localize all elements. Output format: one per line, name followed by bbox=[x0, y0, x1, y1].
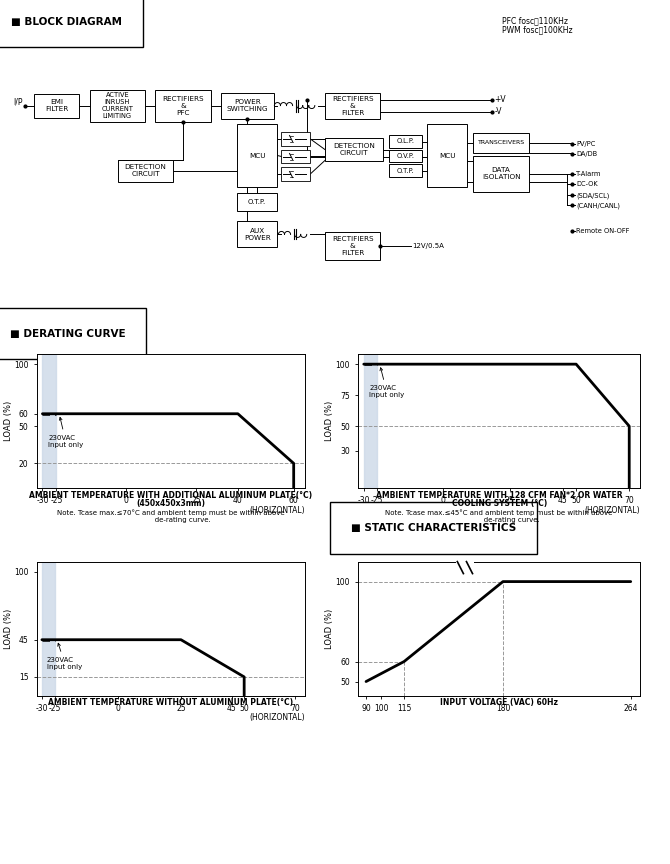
Text: POWER
SWITCHING: POWER SWITCHING bbox=[227, 99, 269, 112]
Text: -V: -V bbox=[494, 107, 502, 116]
Bar bbox=[34, 93, 80, 118]
Text: RECTIFIERS
&
FILTER: RECTIFIERS & FILTER bbox=[332, 96, 373, 116]
Bar bbox=[427, 124, 468, 187]
Text: DETECTION
CIRCUIT: DETECTION CIRCUIT bbox=[333, 143, 375, 156]
Text: 230VAC
Input only: 230VAC Input only bbox=[369, 368, 404, 398]
Text: PWM fosc：100KHz: PWM fosc：100KHz bbox=[502, 26, 572, 35]
Text: DA/DB: DA/DB bbox=[576, 150, 598, 156]
Text: TRANSCEIVERS: TRANSCEIVERS bbox=[478, 140, 525, 145]
Text: ■ BLOCK DIAGRAM: ■ BLOCK DIAGRAM bbox=[11, 16, 122, 27]
Text: PV/PC: PV/PC bbox=[576, 141, 596, 147]
Bar bbox=[221, 92, 275, 118]
Text: O.T.P.: O.T.P. bbox=[248, 200, 267, 206]
Bar bbox=[325, 92, 381, 118]
Text: ■ DERATING CURVE: ■ DERATING CURVE bbox=[9, 328, 125, 339]
Bar bbox=[90, 90, 145, 122]
Text: T-Alarm: T-Alarm bbox=[576, 171, 602, 177]
Bar bbox=[364, 354, 377, 488]
Text: DATA
ISOLATION: DATA ISOLATION bbox=[482, 168, 521, 181]
Bar bbox=[281, 149, 310, 163]
Text: (SDA/SCL): (SDA/SCL) bbox=[576, 192, 610, 199]
Text: RECTIFIERS
&
FILTER: RECTIFIERS & FILTER bbox=[332, 237, 373, 257]
Text: (450x450x3mm): (450x450x3mm) bbox=[137, 499, 205, 508]
Bar bbox=[42, 354, 56, 488]
Bar bbox=[389, 149, 422, 162]
Text: DC-OK: DC-OK bbox=[576, 181, 598, 187]
Bar bbox=[325, 137, 383, 161]
Text: ACTIVE
INRUSH
CURRENT
LIMITING: ACTIVE INRUSH CURRENT LIMITING bbox=[101, 92, 133, 119]
Text: 230VAC
Input only: 230VAC Input only bbox=[48, 417, 83, 448]
Bar bbox=[474, 156, 529, 193]
Text: Remote ON-OFF: Remote ON-OFF bbox=[576, 228, 630, 234]
Text: 12V/0.5A: 12V/0.5A bbox=[412, 244, 444, 250]
Text: 230VAC
Input only: 230VAC Input only bbox=[47, 644, 82, 670]
Text: (HORIZONTAL): (HORIZONTAL) bbox=[584, 505, 640, 515]
Bar bbox=[237, 221, 277, 247]
Text: MCU: MCU bbox=[249, 153, 265, 158]
Text: +V: +V bbox=[494, 95, 507, 104]
Text: ■ STATIC CHARACTERISTICS: ■ STATIC CHARACTERISTICS bbox=[351, 523, 517, 533]
Text: AMBIENT TEMPERATURE WITH 128 CFM FAN*2 OR WATER: AMBIENT TEMPERATURE WITH 128 CFM FAN*2 O… bbox=[376, 491, 622, 499]
Text: O.L.P.: O.L.P. bbox=[396, 138, 414, 144]
Bar bbox=[237, 194, 277, 212]
Text: COOLING SYSTEM (°C): COOLING SYSTEM (°C) bbox=[452, 499, 547, 508]
Text: RECTIFIERS
&
PFC: RECTIFIERS & PFC bbox=[162, 96, 204, 116]
Text: EMI
FILTER: EMI FILTER bbox=[45, 99, 68, 112]
Bar bbox=[155, 90, 211, 122]
Y-axis label: LOAD (%): LOAD (%) bbox=[325, 401, 334, 442]
Text: PFC fosc：110KHz: PFC fosc：110KHz bbox=[502, 16, 567, 26]
Text: AMBIENT TEMPERATURE WITHOUT ALUMINUM PLATE(°C): AMBIENT TEMPERATURE WITHOUT ALUMINUM PLA… bbox=[48, 698, 293, 707]
Y-axis label: LOAD (%): LOAD (%) bbox=[325, 608, 334, 649]
Bar bbox=[389, 135, 422, 148]
Text: INPUT VOLTAGE (VAC) 60Hz: INPUT VOLTAGE (VAC) 60Hz bbox=[440, 698, 558, 707]
Y-axis label: LOAD (%): LOAD (%) bbox=[3, 401, 13, 442]
Bar bbox=[118, 160, 174, 182]
Bar bbox=[281, 168, 310, 181]
Text: Note. Tcase max.≤45°C and ambient temp must be within above
           de-rating: Note. Tcase max.≤45°C and ambient temp m… bbox=[385, 509, 613, 523]
Bar bbox=[42, 562, 54, 696]
Text: AMBIENT TEMPERATURE WITH ADDITIONAL ALUMINUM PLATE(°C): AMBIENT TEMPERATURE WITH ADDITIONAL ALUM… bbox=[29, 491, 312, 499]
Text: (HORIZONTAL): (HORIZONTAL) bbox=[249, 505, 305, 515]
Text: Note. Tcase max.≤70°C and ambient temp must be within above
           de-rating: Note. Tcase max.≤70°C and ambient temp m… bbox=[57, 509, 285, 523]
Text: O.V.P.: O.V.P. bbox=[396, 153, 414, 159]
Text: AUX
POWER: AUX POWER bbox=[244, 228, 271, 241]
Text: (HORIZONTAL): (HORIZONTAL) bbox=[249, 713, 305, 722]
Bar bbox=[237, 124, 277, 187]
Bar bbox=[281, 131, 310, 145]
Bar bbox=[389, 164, 422, 177]
Text: (CANH/CANL): (CANH/CANL) bbox=[576, 202, 620, 209]
Bar bbox=[456, 560, 474, 575]
Text: O.T.P.: O.T.P. bbox=[397, 168, 414, 174]
Text: MCU: MCU bbox=[439, 153, 456, 158]
Text: I/P: I/P bbox=[13, 97, 22, 106]
Y-axis label: LOAD (%): LOAD (%) bbox=[3, 608, 13, 649]
Bar bbox=[325, 232, 381, 260]
Text: DETECTION
CIRCUIT: DETECTION CIRCUIT bbox=[125, 164, 167, 177]
Bar bbox=[474, 132, 529, 153]
